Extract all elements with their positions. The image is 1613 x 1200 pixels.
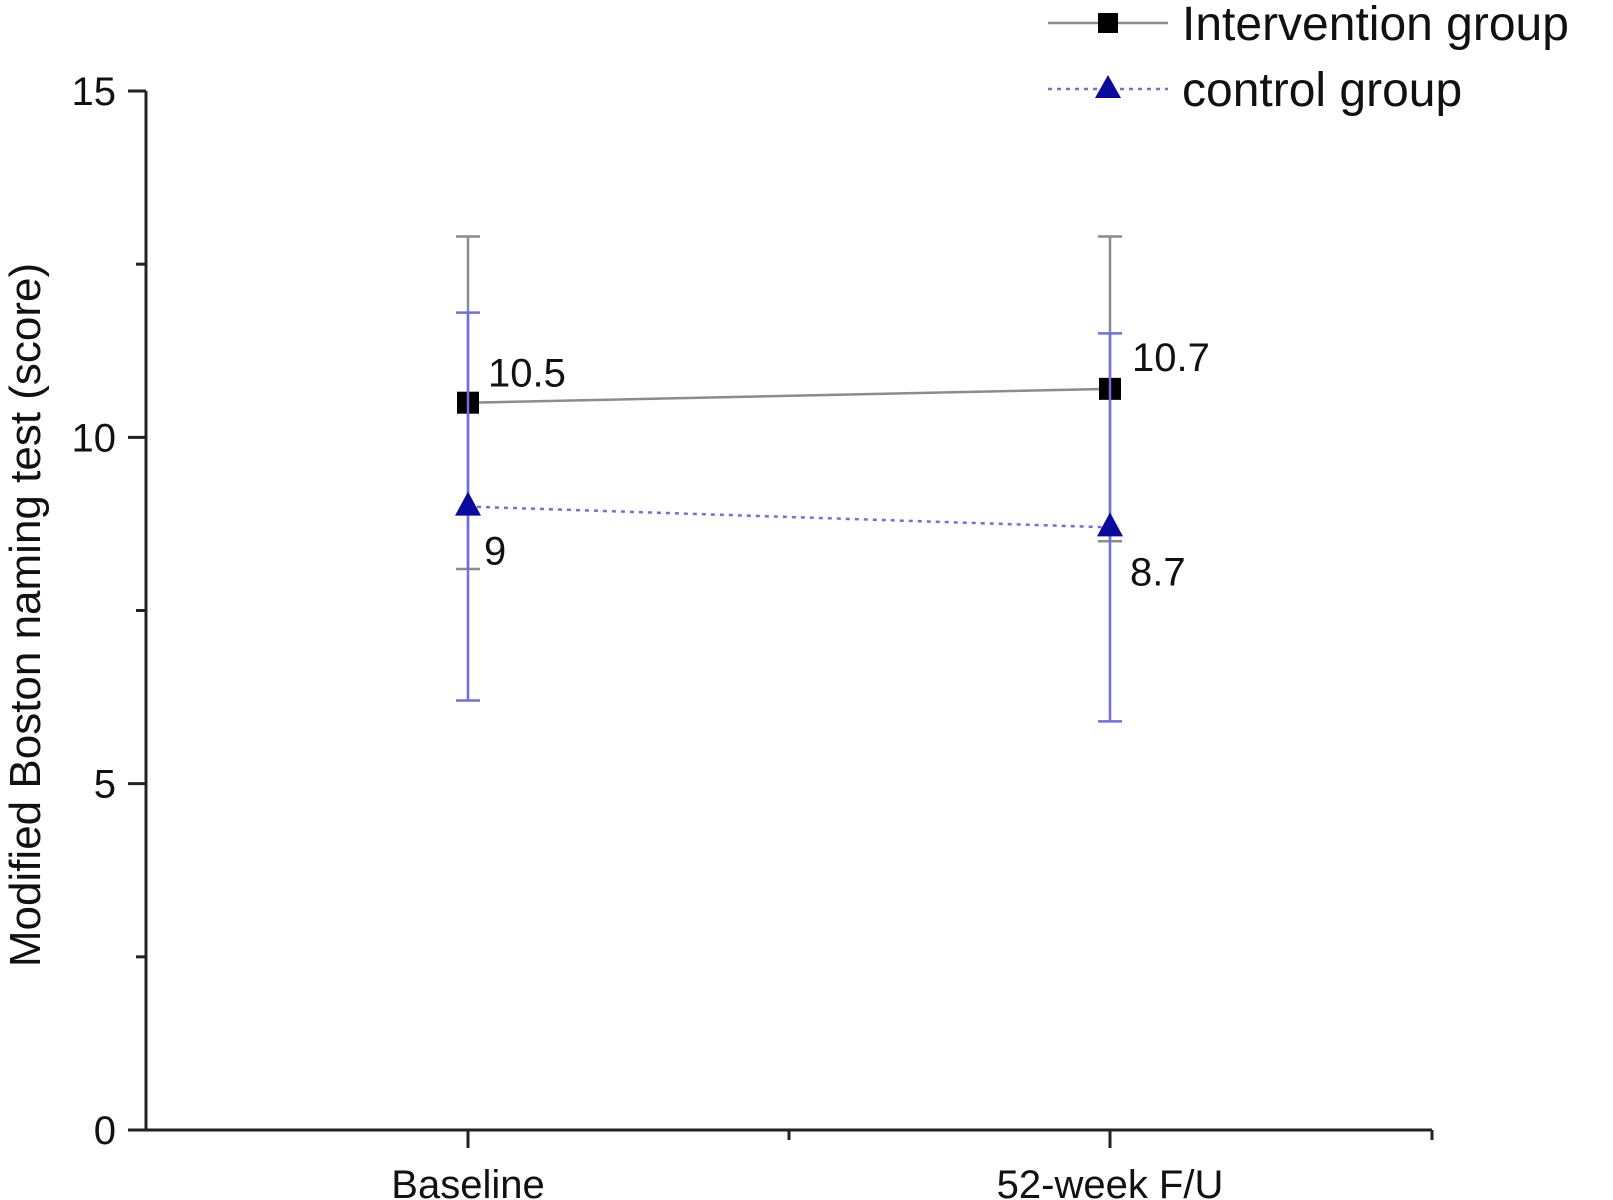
- data-label: 9: [484, 530, 506, 574]
- legend-item: control group: [1048, 64, 1462, 117]
- y-ticks: 0 5 10 15: [72, 70, 146, 1153]
- legend-item: Intervention group: [1048, 0, 1569, 51]
- data-point-triangle: [1097, 512, 1123, 537]
- x-ticks: Baseline 52-week F/U: [391, 1130, 1434, 1200]
- data-label: 8.7: [1130, 550, 1186, 594]
- legend-marker-triangle: [1095, 75, 1121, 98]
- series-line: [467, 387, 1111, 404]
- x-tick-label: 52-week F/U: [997, 1163, 1224, 1200]
- axes-group: [144, 91, 1432, 1132]
- y-tick-label: 0: [94, 1109, 116, 1153]
- legend-label: Intervention group: [1182, 0, 1569, 51]
- y-axis-label: Modified Boston naming test (score): [1, 263, 50, 967]
- series-control: 9 8.7: [455, 311, 1186, 723]
- x-tick-label: Baseline: [391, 1163, 544, 1200]
- legend: Intervention group control group: [1048, 0, 1569, 117]
- data-point-triangle: [455, 491, 481, 516]
- y-tick-label: 15: [72, 70, 117, 114]
- data-label: 10.7: [1132, 336, 1210, 380]
- series-line: [467, 505, 1111, 529]
- data-label: 10.5: [488, 352, 566, 396]
- y-tick-label: 5: [94, 763, 116, 807]
- series-layer: 10.5 10.79 8.7: [455, 235, 1210, 723]
- legend-label: control group: [1182, 64, 1462, 117]
- series-intervention: 10.5 10.7: [456, 235, 1210, 571]
- legend-marker-square: [1098, 13, 1118, 33]
- y-tick-label: 10: [72, 416, 117, 460]
